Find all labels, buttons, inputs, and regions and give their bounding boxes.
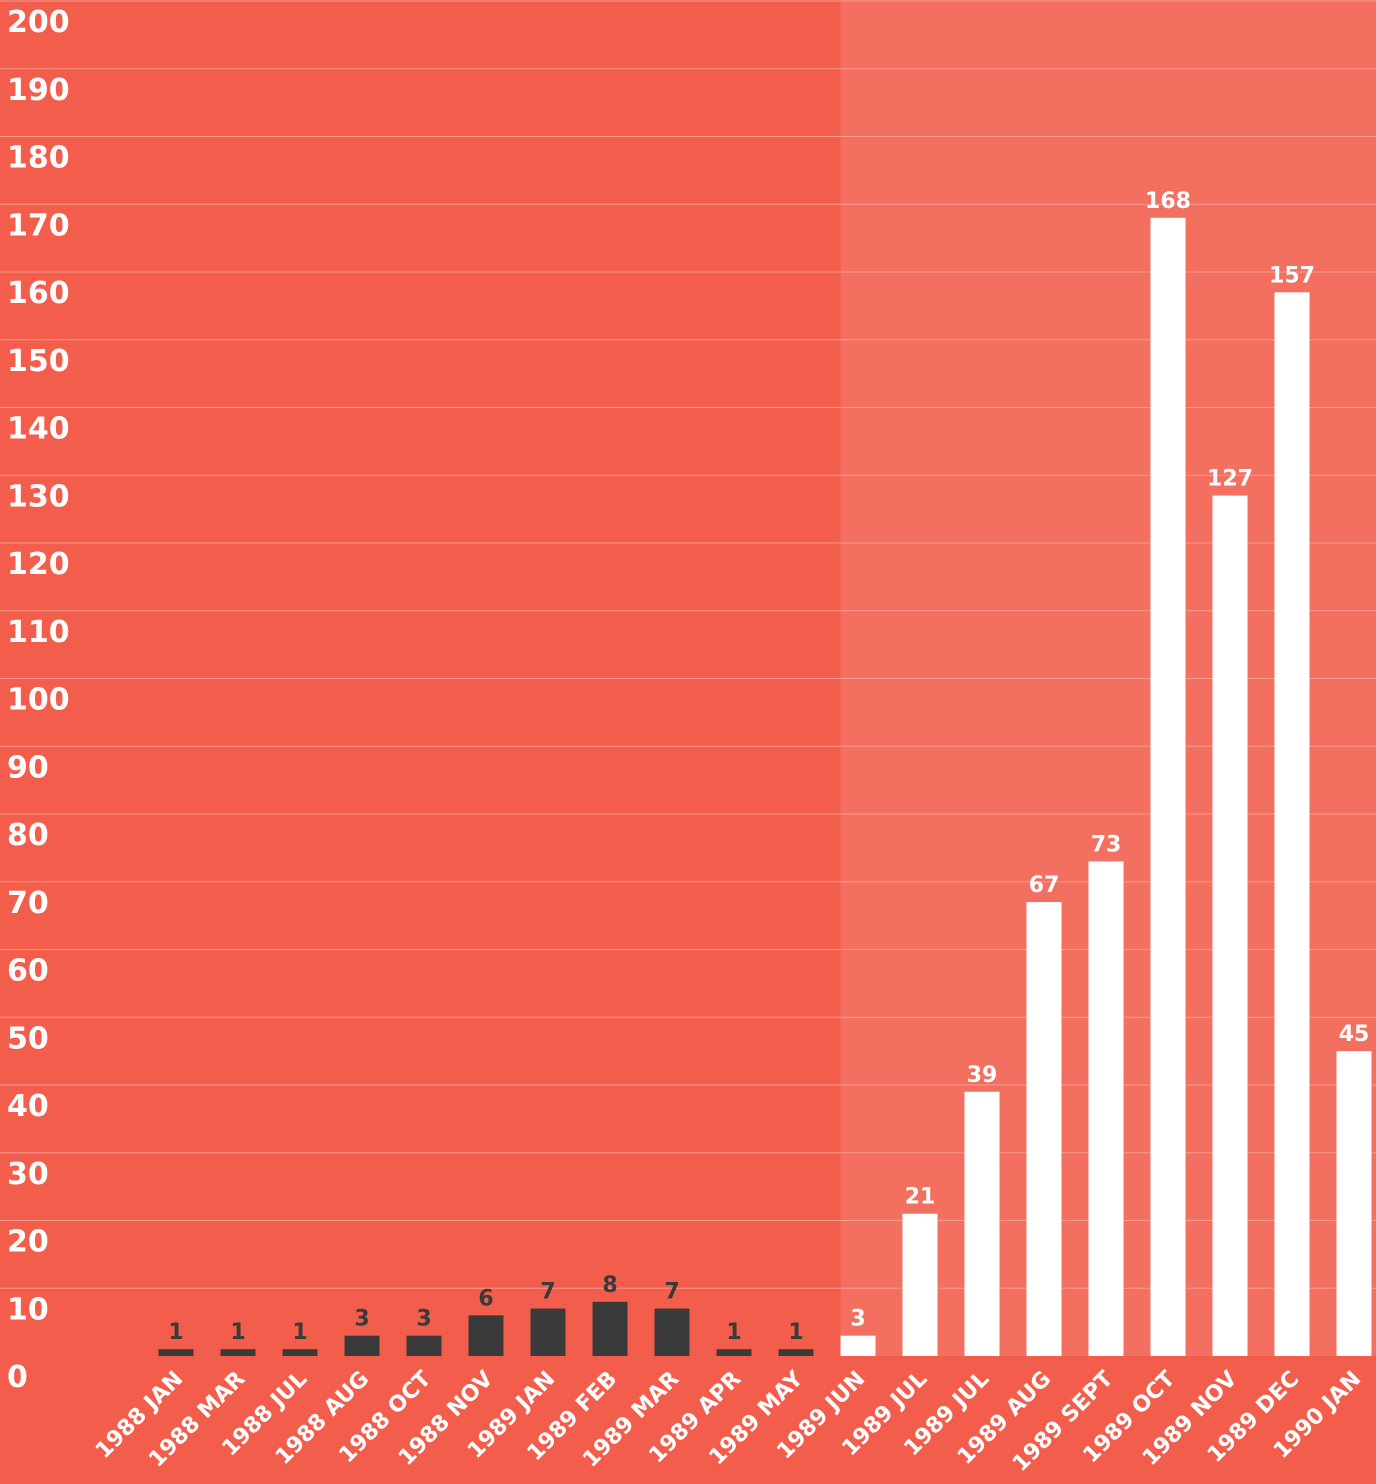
y-tick-label: 30 (7, 1157, 49, 1192)
value-label: 1 (292, 1320, 307, 1345)
bar (468, 1315, 504, 1356)
y-tick-label: 130 (7, 479, 70, 514)
y-tick-label: 170 (7, 208, 70, 243)
y-tick-label: 20 (7, 1225, 49, 1260)
value-label: 3 (416, 1307, 431, 1332)
y-tick-label: 70 (7, 886, 49, 921)
value-label: 3 (850, 1307, 865, 1332)
y-tick-label: 110 (7, 615, 70, 650)
bar (1212, 495, 1248, 1356)
bar (344, 1335, 380, 1356)
bar (778, 1349, 814, 1356)
y-tick-label: 50 (7, 1021, 49, 1056)
value-label: 127 (1207, 467, 1253, 492)
bar (592, 1301, 628, 1356)
bar (1088, 861, 1124, 1356)
y-tick-label: 60 (7, 954, 49, 989)
bar (530, 1308, 566, 1356)
value-label: 67 (1029, 873, 1060, 898)
gridlines (0, 0, 1376, 1289)
y-tick-label: 200 (7, 5, 70, 40)
y-axis-ticks: 0 10 20 30 40 50 60 70 80 90 100 110 120 130 140 150 160… (7, 5, 70, 1395)
bar (406, 1335, 442, 1356)
y-tick-label: 0 (7, 1360, 28, 1395)
y-tick-label: 150 (7, 344, 70, 379)
y-tick-label: 40 (7, 1089, 49, 1124)
bar (158, 1349, 194, 1356)
bar (654, 1308, 690, 1356)
y-tick-label: 160 (7, 276, 70, 311)
value-label: 1 (788, 1320, 803, 1345)
value-label: 1 (230, 1320, 245, 1345)
value-label: 21 (905, 1185, 936, 1210)
bar (1150, 217, 1186, 1356)
value-label: 39 (967, 1063, 998, 1088)
y-tick-label: 140 (7, 412, 70, 447)
bar (964, 1091, 1000, 1356)
y-tick-label: 190 (7, 73, 70, 108)
value-label: 7 (664, 1280, 679, 1305)
bar (1026, 902, 1062, 1356)
value-label: 1 (726, 1320, 741, 1345)
value-label: 6 (478, 1286, 493, 1311)
bar (220, 1349, 256, 1356)
bar (716, 1349, 752, 1356)
bar (840, 1335, 876, 1356)
bar (282, 1349, 318, 1356)
y-tick-label: 120 (7, 547, 70, 582)
bar (1274, 292, 1310, 1357)
y-tick-label: 80 (7, 818, 49, 853)
value-label: 157 (1269, 263, 1315, 288)
y-tick-label: 180 (7, 141, 70, 176)
y-tick-label: 100 (7, 683, 70, 718)
value-label: 73 (1091, 832, 1122, 857)
value-label: 45 (1339, 1022, 1370, 1047)
y-tick-label: 10 (7, 1292, 49, 1327)
bar (902, 1213, 938, 1356)
value-label: 8 (602, 1273, 617, 1298)
bars (158, 217, 1372, 1357)
bar (1336, 1051, 1372, 1356)
value-label: 3 (354, 1307, 369, 1332)
value-label: 7 (540, 1280, 555, 1305)
y-tick-label: 90 (7, 750, 49, 785)
value-label: 168 (1145, 189, 1191, 214)
value-label: 1 (168, 1320, 183, 1345)
